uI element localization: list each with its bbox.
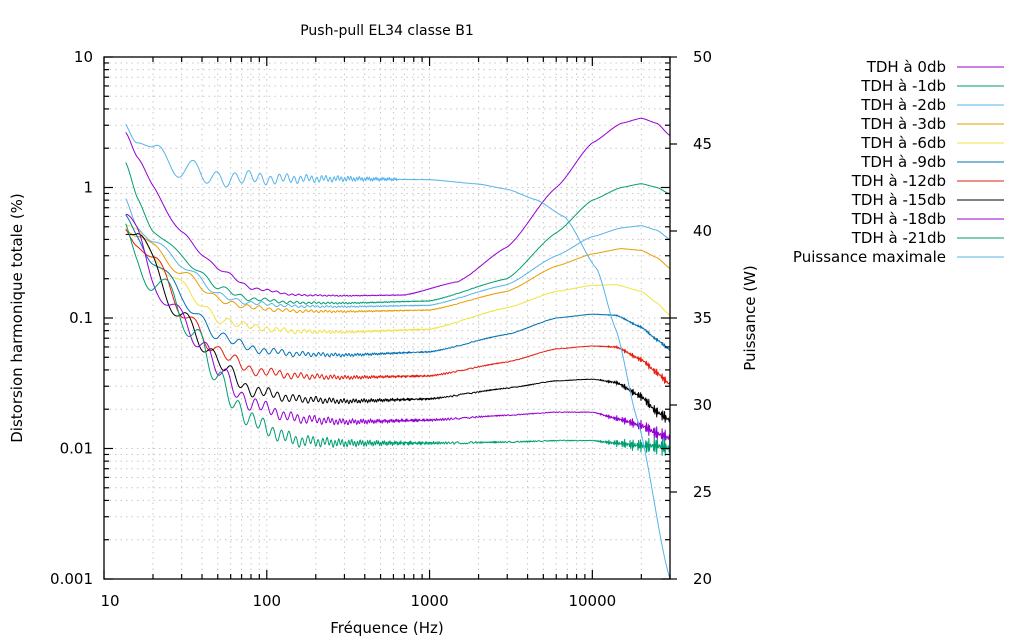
y-tick-label: 0.001: [50, 570, 93, 588]
x-tick-label: 10000: [568, 592, 616, 610]
y-axis-title: Distorsion harmonique totale (%): [8, 193, 26, 443]
series-lines: [125, 117, 671, 580]
series-line: [125, 162, 671, 305]
y-tick-label: 0.01: [60, 440, 93, 458]
series-line: [125, 123, 671, 580]
y2-tick-labels: 20 25 30 35 40 45 50: [693, 48, 712, 588]
y2-tick-label: 40: [693, 222, 712, 240]
chart-title: Push-pull EL34 classe B1: [300, 23, 474, 39]
legend-label: TDH à -2db: [860, 96, 946, 114]
legend-label: TDH à -18db: [851, 210, 946, 228]
y-tick-label: 10: [74, 48, 93, 66]
series-line: [125, 223, 671, 457]
series-line: [125, 117, 671, 297]
series-line: [125, 198, 671, 309]
x-tick-label: 1000: [410, 592, 448, 610]
x-tick-label: 10: [100, 592, 119, 610]
y2-tick-label: 25: [693, 483, 712, 501]
y2-tick-label: 35: [693, 309, 712, 327]
legend-label: Puissance maximale: [793, 248, 946, 266]
series-line: [125, 224, 671, 335]
legend-label: TDH à -9db: [860, 153, 946, 171]
y-tick-labels: 0.001 0.01 0.1 1 10: [50, 48, 93, 588]
axis-ticks: [103, 56, 677, 580]
y2-axis-title: Puissance (W): [741, 265, 759, 371]
legend-label: TDH à -15db: [851, 191, 946, 209]
y2-tick-label: 20: [693, 570, 712, 588]
series-line: [125, 229, 671, 314]
x-tick-labels: 10 100 1000 10000: [100, 592, 616, 610]
legend-label: TDH à 0db: [866, 58, 946, 76]
series-line: [125, 214, 671, 358]
series-line: [125, 213, 671, 446]
grid-lines: [104, 57, 670, 579]
legend-label: TDH à -3db: [860, 115, 946, 133]
x-tick-label: 100: [252, 592, 281, 610]
y2-tick-label: 45: [693, 135, 712, 153]
series-line: [125, 233, 671, 423]
legend-label: TDH à -12db: [851, 172, 946, 190]
y2-tick-label: 50: [693, 48, 712, 66]
legend-label: TDH à -1db: [860, 77, 946, 95]
x-axis-title: Fréquence (Hz): [330, 619, 443, 637]
y2-tick-label: 30: [693, 396, 712, 414]
y-tick-label: 0.1: [69, 309, 93, 327]
y-tick-label: 1: [83, 179, 93, 197]
legend-label: TDH à -6db: [860, 134, 946, 152]
legend-label: TDH à -21db: [851, 229, 946, 247]
series-line: [125, 228, 671, 388]
